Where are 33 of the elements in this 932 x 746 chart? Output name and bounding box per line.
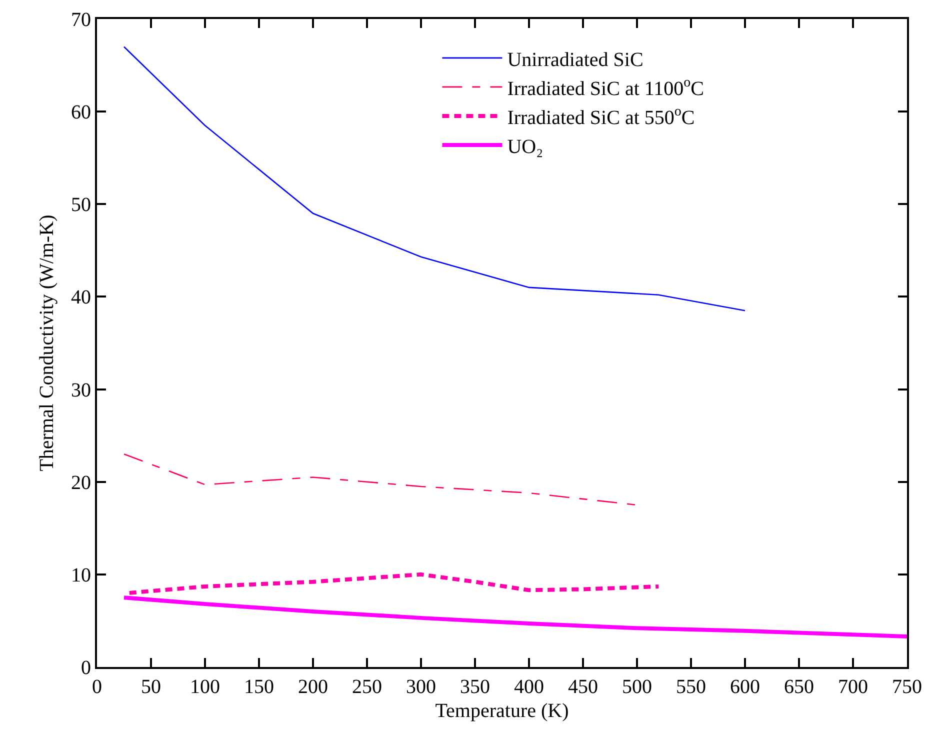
y-tick-label: 30 (71, 379, 91, 402)
x-tick-label: 400 (514, 676, 544, 698)
line-series (123, 46, 746, 312)
y-tick-label: 10 (71, 564, 91, 586)
x-tick-label: 300 (406, 676, 436, 698)
x-tick-label: 700 (838, 676, 868, 698)
x-tick-label: 750 (892, 676, 922, 698)
line-series (122, 596, 907, 638)
x-tick-label: 50 (141, 676, 161, 698)
x-tick-label: 100 (190, 676, 220, 698)
x-tick-label: 600 (730, 676, 760, 698)
x-tick-label: 500 (622, 676, 652, 698)
line-series (123, 453, 638, 506)
y-tick-label: 40 (71, 286, 91, 309)
x-tick-label: 350 (460, 676, 490, 698)
y-tick-label: 70 (71, 9, 91, 31)
x-tick-label: 250 (352, 676, 382, 698)
legend-label: Irradiated SiC at 1100$^{o}$C (507, 75, 704, 100)
x-tick-label: 450 (568, 676, 598, 698)
legend-label: Irradiated SiC at 550$^{o}$C (507, 104, 695, 129)
y-tick-label: 20 (71, 472, 91, 494)
x-tick-label: 550 (676, 676, 706, 698)
y-tick-label: 60 (71, 102, 91, 124)
y-axis-title: Thermal Conductivity (W/m-K) (36, 214, 58, 472)
legend-label: UO₂ (507, 136, 544, 158)
x-axis-title: Temperature (K) (435, 700, 569, 722)
x-tick-label: 650 (784, 676, 814, 698)
line-series (127, 572, 661, 595)
legend-label: Unirradiated SiC (507, 48, 644, 71)
y-tick-label: 50 (71, 194, 91, 216)
x-tick-label: 150 (244, 676, 274, 698)
x-tick-label: 200 (298, 676, 328, 698)
y-tick-label: 0 (81, 657, 91, 679)
